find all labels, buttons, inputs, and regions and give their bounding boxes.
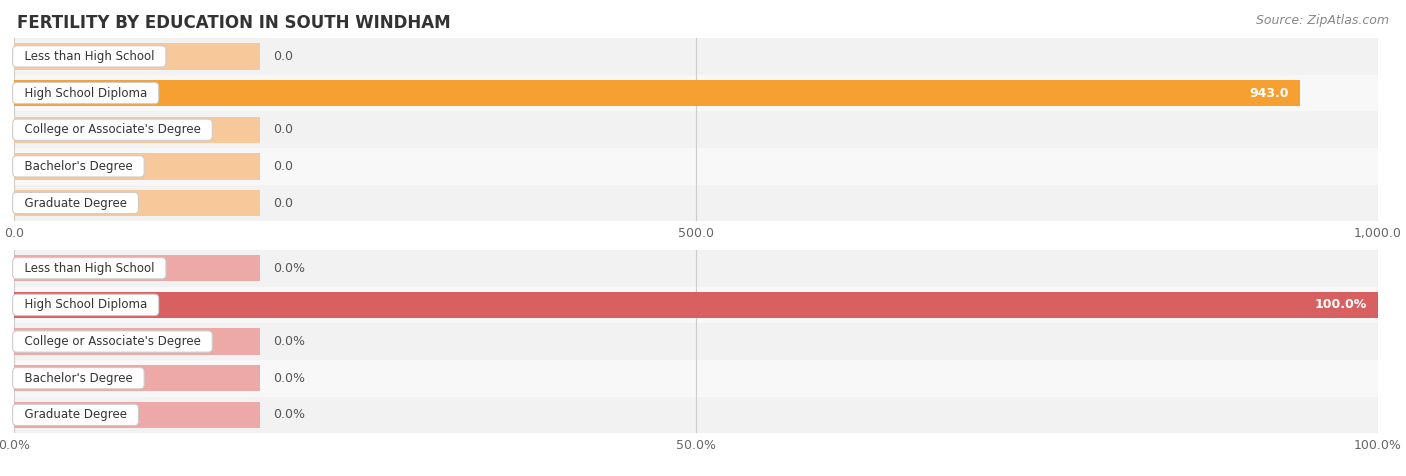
Bar [14, 360, 1378, 397]
Text: Bachelor's Degree: Bachelor's Degree [17, 160, 141, 173]
Text: College or Associate's Degree: College or Associate's Degree [17, 335, 208, 348]
Bar [14, 397, 1378, 433]
Bar [14, 43, 260, 69]
Bar [14, 255, 260, 281]
Bar [14, 190, 260, 216]
Bar [14, 111, 1378, 148]
Text: 943.0: 943.0 [1250, 87, 1289, 99]
Bar [14, 75, 1378, 111]
Bar [14, 328, 260, 355]
Text: High School Diploma: High School Diploma [17, 298, 155, 311]
Bar [14, 80, 1301, 106]
Bar [14, 365, 260, 391]
Text: 0.0: 0.0 [273, 197, 294, 209]
Text: High School Diploma: High School Diploma [17, 87, 155, 99]
Text: 0.0%: 0.0% [273, 408, 305, 421]
Text: FERTILITY BY EDUCATION IN SOUTH WINDHAM: FERTILITY BY EDUCATION IN SOUTH WINDHAM [17, 14, 450, 32]
Text: Less than High School: Less than High School [17, 262, 162, 275]
Bar [14, 148, 1378, 185]
Text: Graduate Degree: Graduate Degree [17, 197, 135, 209]
Bar [14, 402, 260, 428]
Text: Source: ZipAtlas.com: Source: ZipAtlas.com [1256, 14, 1389, 27]
Bar [14, 185, 1378, 221]
Text: College or Associate's Degree: College or Associate's Degree [17, 123, 208, 136]
Text: Graduate Degree: Graduate Degree [17, 408, 135, 421]
Text: 0.0: 0.0 [273, 123, 294, 136]
Bar [14, 292, 1378, 318]
Bar [14, 117, 260, 143]
Text: 0.0: 0.0 [273, 160, 294, 173]
Text: 0.0%: 0.0% [273, 262, 305, 275]
Text: 0.0%: 0.0% [273, 335, 305, 348]
Text: 0.0%: 0.0% [273, 372, 305, 385]
Bar [14, 287, 1378, 323]
Bar [14, 323, 1378, 360]
Bar [14, 250, 1378, 287]
Text: 100.0%: 100.0% [1315, 298, 1367, 311]
Text: Less than High School: Less than High School [17, 50, 162, 63]
Bar [14, 153, 260, 179]
Text: Bachelor's Degree: Bachelor's Degree [17, 372, 141, 385]
Text: 0.0: 0.0 [273, 50, 294, 63]
Bar [14, 38, 1378, 75]
